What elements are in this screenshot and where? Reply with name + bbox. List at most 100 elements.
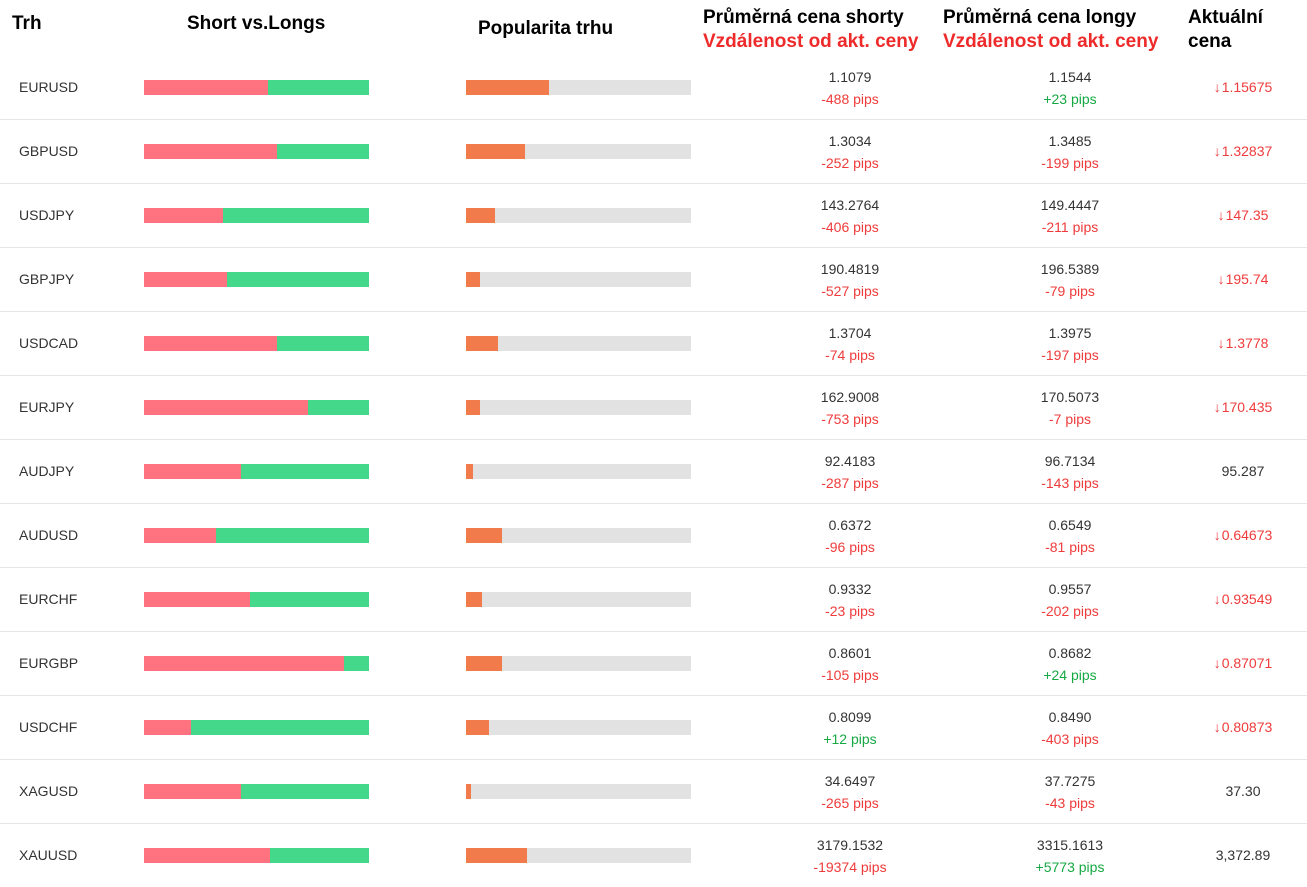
table-row[interactable]: USDJPY 143.2764 -406 pips 149.4447 -211 pips… (0, 184, 1307, 248)
long-pips-distance: -211 pips (1041, 219, 1099, 235)
table-row[interactable]: EURUSD 1.1079 -488 pips 1.1544 +23 pips ↓1.15… (0, 56, 1307, 120)
avg-short-cell: 0.9332 -23 pips (750, 578, 950, 622)
short-pips-distance: -265 pips (821, 795, 879, 811)
market-pair[interactable]: XAGUSD (19, 783, 79, 799)
header-avg-long-label: Průměrná cena longy (943, 7, 1137, 28)
avg-short-price: 162.9008 (820, 389, 880, 405)
table-row[interactable]: GBPJPY 190.4819 -527 pips 196.5389 -79 pips ↓… (0, 248, 1307, 312)
long-pips-distance: -43 pips (1045, 795, 1095, 811)
arrow-down-icon: ↓ (1217, 335, 1225, 351)
short-pips-distance: -96 pips (825, 539, 875, 555)
table-row[interactable]: AUDJPY 92.4183 -287 pips 96.7134 -143 pips 95… (0, 440, 1307, 504)
current-price-value: 0.64673 (1221, 527, 1273, 543)
short-portion (144, 272, 228, 287)
avg-long-price: 0.6549 (1048, 517, 1092, 533)
short-long-bar (144, 144, 369, 159)
avg-long-price: 0.8490 (1048, 709, 1092, 725)
avg-long-price: 196.5389 (1040, 261, 1100, 277)
avg-long-price: 0.9557 (1048, 581, 1092, 597)
avg-long-cell: 1.3975 -197 pips (970, 322, 1170, 366)
short-long-bar (144, 528, 369, 543)
popularity-fill (466, 656, 502, 671)
long-pips-distance: -143 pips (1041, 475, 1099, 491)
arrow-down-icon: ↓ (1213, 143, 1221, 159)
header-market: Trh (12, 13, 42, 34)
popularity-bar (466, 784, 691, 799)
short-long-bar (144, 784, 369, 799)
avg-short-price: 0.6372 (828, 517, 872, 533)
avg-short-cell: 34.6497 -265 pips (750, 770, 950, 814)
short-pips-distance: -488 pips (821, 91, 879, 107)
market-pair[interactable]: EURCHF (19, 591, 78, 607)
avg-short-cell: 3179.1532 -19374 pips (750, 834, 950, 878)
popularity-fill (466, 592, 482, 607)
long-pips-distance: -79 pips (1045, 283, 1095, 299)
current-price: ↓1.32837 (1183, 120, 1303, 183)
arrow-down-icon: ↓ (1213, 527, 1221, 543)
popularity-fill (466, 784, 471, 799)
popularity-bar (466, 464, 691, 479)
market-pair[interactable]: USDJPY (19, 207, 75, 223)
avg-long-cell: 0.8490 -403 pips (970, 706, 1170, 750)
popularity-bar (466, 848, 691, 863)
market-pair[interactable]: EURJPY (19, 399, 75, 415)
table-row[interactable]: XAGUSD 34.6497 -265 pips 37.7275 -43 pips 37.… (0, 760, 1307, 824)
table-header: Trh Short vs.Longs Popularita trhu Průmě… (0, 0, 1307, 56)
avg-long-price: 96.7134 (1044, 453, 1096, 469)
header-popularity: Popularita trhu (478, 18, 614, 39)
current-price-value: 1.3778 (1225, 335, 1269, 351)
avg-long-cell: 3315.1613 +5773 pips (970, 834, 1170, 878)
short-portion (144, 208, 223, 223)
market-pair[interactable]: GBPJPY (19, 271, 75, 287)
popularity-bar (466, 80, 691, 95)
market-pair[interactable]: USDCHF (19, 719, 78, 735)
header-avg-long: Průměrná cena longy Vzdálenost od akt. c… (943, 6, 1158, 54)
market-pair[interactable]: GBPUSD (19, 143, 79, 159)
table-row[interactable]: EURJPY 162.9008 -753 pips 170.5073 -7 pips ↓1… (0, 376, 1307, 440)
short-long-bar (144, 464, 369, 479)
short-long-bar (144, 720, 369, 735)
arrow-down-icon: ↓ (1213, 399, 1221, 415)
short-pips-distance: +12 pips (823, 731, 877, 747)
market-table-body: EURUSD 1.1079 -488 pips 1.1544 +23 pips ↓1.15… (0, 56, 1307, 887)
header-avg-short-label: Průměrná cena shorty (703, 7, 904, 28)
market-pair[interactable]: AUDUSD (19, 527, 79, 543)
arrow-down-icon: ↓ (1213, 591, 1221, 607)
market-pair[interactable]: XAUUSD (19, 847, 78, 863)
table-row[interactable]: EURGBP 0.8601 -105 pips 0.8682 +24 pips ↓0.87… (0, 632, 1307, 696)
current-price-value: 0.93549 (1221, 591, 1273, 607)
avg-long-price: 149.4447 (1040, 197, 1100, 213)
header-short-vs-longs: Short vs.Longs (187, 13, 326, 34)
short-long-bar (144, 400, 369, 415)
popularity-bar (466, 336, 691, 351)
header-current-price: Aktuální cena (1188, 6, 1263, 54)
avg-short-price: 0.9332 (828, 581, 872, 597)
market-pair[interactable]: AUDJPY (19, 463, 75, 479)
popularity-fill (466, 272, 480, 287)
table-row[interactable]: USDCAD 1.3704 -74 pips 1.3975 -197 pips ↓1.37… (0, 312, 1307, 376)
market-pair[interactable]: EURUSD (19, 79, 79, 95)
avg-short-cell: 0.8601 -105 pips (750, 642, 950, 686)
avg-short-price: 143.2764 (820, 197, 880, 213)
table-row[interactable]: AUDUSD 0.6372 -96 pips 0.6549 -81 pips ↓0.646… (0, 504, 1307, 568)
short-pips-distance: -74 pips (825, 347, 875, 363)
short-pips-distance: -287 pips (821, 475, 879, 491)
arrow-down-icon: ↓ (1213, 79, 1221, 95)
market-pair[interactable]: EURGBP (19, 655, 79, 671)
current-price: ↓0.64673 (1183, 504, 1303, 567)
arrow-down-icon: ↓ (1213, 719, 1221, 735)
table-row[interactable]: USDCHF 0.8099 +12 pips 0.8490 -403 pips ↓0.80… (0, 696, 1307, 760)
avg-short-cell: 0.6372 -96 pips (750, 514, 950, 558)
table-row[interactable]: XAUUSD 3179.1532 -19374 pips 3315.1613 +5773… (0, 824, 1307, 887)
avg-long-cell: 0.6549 -81 pips (970, 514, 1170, 558)
current-price: ↓1.15675 (1183, 56, 1303, 119)
current-price-value: 0.87071 (1221, 655, 1273, 671)
short-portion (144, 720, 192, 735)
current-price-value: 0.80873 (1221, 719, 1273, 735)
avg-long-price: 0.8682 (1048, 645, 1092, 661)
avg-long-cell: 37.7275 -43 pips (970, 770, 1170, 814)
market-pair[interactable]: USDCAD (19, 335, 79, 351)
table-row[interactable]: EURCHF 0.9332 -23 pips 0.9557 -202 pips ↓0.93… (0, 568, 1307, 632)
header-current-line1: Aktuální (1188, 7, 1263, 28)
table-row[interactable]: GBPUSD 1.3034 -252 pips 1.3485 -199 pips ↓1.3… (0, 120, 1307, 184)
